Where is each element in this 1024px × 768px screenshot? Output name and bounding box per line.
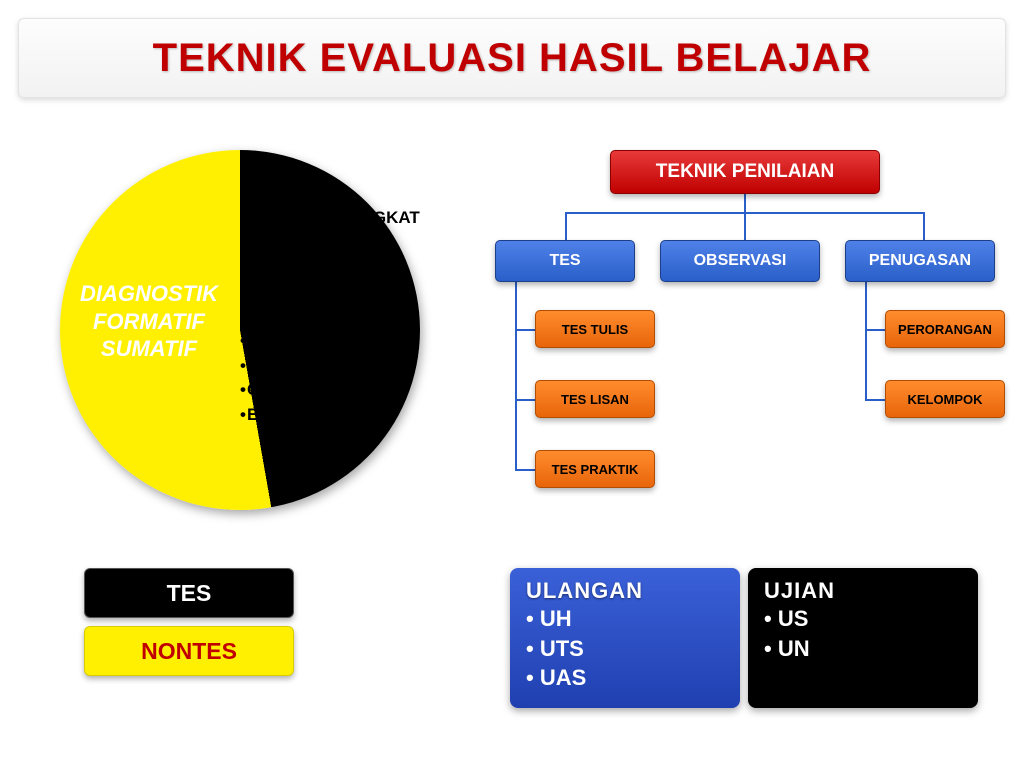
bottom-item: UH — [526, 604, 724, 634]
org-node: TES TULIS — [535, 310, 655, 348]
legend-nontes: NONTES — [84, 626, 294, 676]
pie-right-item: PROYEK — [240, 329, 440, 354]
org-node: KELOMPOK — [885, 380, 1005, 418]
org-connector — [744, 212, 746, 240]
pie-right-item: PENGAMATAN — [240, 305, 440, 330]
org-connector — [515, 282, 517, 470]
org-node: OBSERVASI — [660, 240, 820, 282]
org-connector — [515, 469, 535, 471]
pie-right-item: WAWANCARA — [240, 280, 440, 305]
pie-right-item: KUESIONER — [240, 231, 440, 256]
org-connector — [923, 212, 925, 240]
bottom-title: UJIAN — [764, 578, 962, 604]
org-node: TEKNIK PENILAIAN — [610, 150, 880, 194]
pie-legend: TES NONTES — [84, 568, 294, 676]
pie-right-item: PORTOFOLIO — [240, 354, 440, 379]
org-node: PERORANGAN — [885, 310, 1005, 348]
bottom-title: ULANGAN — [526, 578, 724, 604]
pie-left-line: SUMATIF — [64, 335, 234, 363]
bottom-box-ujian: UJIAN US UN — [748, 568, 978, 708]
org-node: TES LISAN — [535, 380, 655, 418]
org-node: TES — [495, 240, 635, 282]
bottom-item: UTS — [526, 634, 724, 664]
org-chart: TEKNIK PENILAIAN TES OBSERVASI PENUGASAN TES… — [490, 150, 1000, 550]
org-connector — [865, 282, 867, 400]
org-connector — [865, 399, 885, 401]
org-connector — [565, 212, 567, 240]
org-node: TES PRAKTIK — [535, 450, 655, 488]
org-connector — [744, 194, 746, 212]
bottom-item: US — [764, 604, 962, 634]
bottom-item: UN — [764, 634, 962, 664]
pie-right-item: EVALUASI DIRI — [240, 403, 440, 428]
bottom-box-ulangan: ULANGAN UH UTS UAS — [510, 568, 740, 708]
bottom-item: UAS — [526, 663, 724, 693]
pie-left-line: FORMATIF — [64, 308, 234, 336]
pie-right-item: CV — [240, 378, 440, 403]
pie-left-labels: DIAGNOSTIK FORMATIF SUMATIF — [64, 280, 234, 363]
org-connector — [515, 329, 535, 331]
title-bar: TEKNIK EVALUASI HASIL BELAJAR — [18, 18, 1006, 98]
pie-right-item: CHECK LIST — [240, 255, 440, 280]
org-connector — [865, 329, 885, 331]
pie-right-list: SKALA BERTINGKAT KUESIONER CHECK LIST WA… — [240, 206, 440, 428]
org-node: PENUGASAN — [845, 240, 995, 282]
legend-tes: TES — [84, 568, 294, 618]
pie-left-line: DIAGNOSTIK — [64, 280, 234, 308]
pie-right-item: SKALA BERTINGKAT — [240, 206, 440, 231]
pie-chart: DIAGNOSTIK FORMATIF SUMATIF SKALA BERTIN… — [60, 150, 420, 510]
page-title: TEKNIK EVALUASI HASIL BELAJAR — [153, 36, 872, 81]
org-connector — [515, 399, 535, 401]
